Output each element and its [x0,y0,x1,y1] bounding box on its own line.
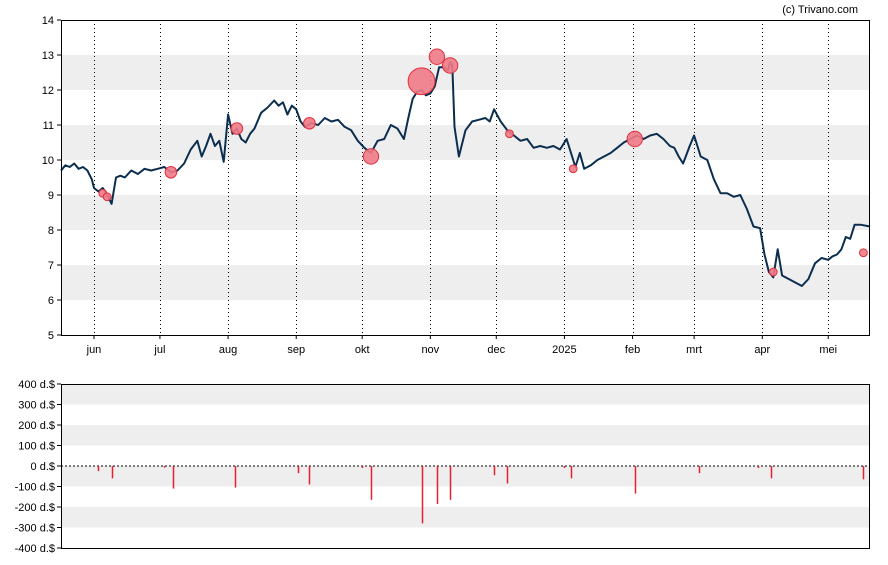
price-x-tick-label: 2025 [552,344,576,356]
trade-bubble [768,267,778,277]
trade-bubble [568,164,578,174]
trade-bubble [102,192,112,202]
price-x-tick-label: feb [625,344,640,356]
trade-bubble [441,57,459,74]
price-x-tick-label: sep [287,344,305,356]
volume-plot-border [61,384,870,549]
trade-bubble [859,248,868,258]
volume-bars [97,466,865,524]
volume-y-tick-label: -300 d.$ [15,523,55,535]
credit-text: (c) Trivano.com [782,4,858,16]
price-y-tick-label: 9 [48,190,54,202]
price-y-ticks: 5 6 7 8 9 10 11 12 13 14 [42,15,61,342]
price-x-tick-label: jun [86,344,102,356]
volume-band [61,384,870,405]
price-y-tick-label: 5 [48,330,54,342]
volume-y-tick-label: 100 d.$ [18,441,55,453]
price-y-tick-label: 12 [42,85,54,97]
trade-bubble [626,130,643,148]
price-x-tick-label: nov [421,344,439,356]
price-y-tick-label: 6 [48,295,54,307]
price-band [61,195,870,230]
price-frame [61,20,870,336]
volume-y-ticks: -400 d.$ -300 d.$ -200 d.$ -100 d.$ 0 d.$ 100… [15,379,870,555]
trade-bubble [505,129,514,139]
price-series [60,61,871,287]
price-x-tick-label: aug [219,344,237,356]
price-panel: 5 6 7 8 9 10 11 12 13 14 jun jul aug sep okt nov dec 202… [42,15,871,356]
trade-bubble [428,48,446,65]
price-x-tick-label: okt [355,344,370,356]
volume-frame [61,384,870,549]
price-x-tick-label: dec [487,344,505,356]
price-x-ticks: jun jul aug sep okt nov dec 2025 feb mrt apr mei [86,335,837,356]
trade-bubble [303,116,316,130]
price-bubbles [98,48,868,277]
price-band [61,55,870,90]
price-y-tick-label: 11 [43,120,54,132]
price-y-tick-label: 7 [48,260,54,272]
volume-y-tick-label: 0 d.$ [31,461,55,473]
price-x-tick-label: apr [754,344,770,356]
volume-band [61,507,870,528]
volume-y-tick-label: -400 d.$ [15,543,55,555]
volume-y-tick-label: -200 d.$ [15,502,55,514]
trade-bubble [164,165,178,179]
price-y-tick-label: 8 [48,225,54,237]
price-line [60,61,871,287]
volume-bands [61,384,870,528]
trade-bubble [230,122,244,135]
trade-bubble [362,148,380,165]
volume-y-tick-label: -100 d.$ [15,482,55,494]
volume-y-tick-label: 400 d.$ [18,379,55,391]
price-band [61,265,870,300]
volume-y-tick-label: 300 d.$ [18,400,55,412]
volume-band [61,466,870,487]
price-y-tick-label: 13 [42,50,54,62]
price-plot-border [61,20,870,336]
trade-bubble [407,67,436,96]
price-x-tick-label: mrt [686,344,702,356]
price-x-tick-label: jul [153,344,165,356]
volume-band [61,425,870,446]
price-x-tick-label: mei [819,344,837,356]
price-y-tick-label: 10 [42,155,54,167]
price-bands [61,55,870,300]
volume-y-tick-label: 200 d.$ [18,420,55,432]
price-y-tick-label: 14 [42,15,54,27]
volume-panel: -400 d.$ -300 d.$ -200 d.$ -100 d.$ 0 d.$ 100… [15,379,870,555]
